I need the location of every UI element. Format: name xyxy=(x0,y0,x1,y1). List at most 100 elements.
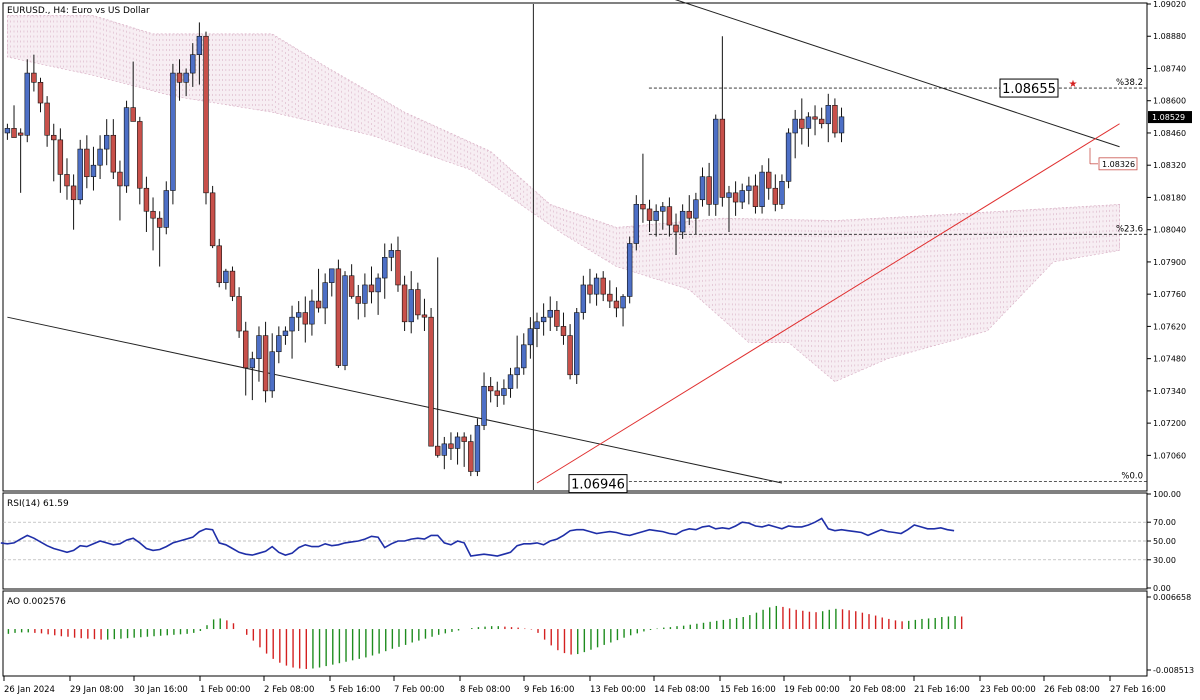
candle-body xyxy=(534,321,540,330)
candle-body xyxy=(4,128,11,134)
candle-body xyxy=(521,344,527,369)
low-label-box xyxy=(568,474,628,494)
candle-body xyxy=(322,282,328,309)
candle-body xyxy=(84,148,90,178)
candle-body xyxy=(190,54,196,74)
y-tick-label: 1.08180 xyxy=(1153,193,1186,202)
candle-body xyxy=(487,385,494,392)
x-tick-label: 2 Feb 08:00 xyxy=(264,685,314,695)
candle-body xyxy=(163,190,169,228)
candle-body xyxy=(799,118,805,129)
y-tick-label: 1.07340 xyxy=(1153,387,1186,396)
candle-body xyxy=(302,312,308,325)
y-tick-label: 1.08880 xyxy=(1153,32,1186,41)
y-tick-label: 1.08740 xyxy=(1153,64,1186,73)
rsi-tick-label: 70.00 xyxy=(1153,518,1176,527)
candle-body xyxy=(368,284,375,293)
candle-body xyxy=(17,132,24,136)
candle-body xyxy=(335,268,342,366)
candle-body xyxy=(143,187,150,212)
candle-body xyxy=(666,206,673,226)
x-tick-label: 23 Feb 00:00 xyxy=(980,685,1036,695)
current-price-tag xyxy=(1148,111,1192,124)
candle-body xyxy=(746,185,752,191)
candle-body xyxy=(474,425,481,472)
candle-body xyxy=(759,171,765,207)
candle-body xyxy=(514,367,520,376)
candle-body xyxy=(243,330,249,369)
rsi-title: RSI(14) 61.59 xyxy=(7,499,69,509)
candle-body xyxy=(540,316,547,323)
candle-body xyxy=(415,289,421,316)
candle-body xyxy=(567,335,573,376)
rsi-line xyxy=(0,517,955,557)
x-tick-label: 20 Feb 08:00 xyxy=(850,685,906,695)
candle-body xyxy=(574,312,580,376)
candle-body xyxy=(587,284,593,295)
fib-level-label: %0.0 xyxy=(1121,472,1143,482)
candle-body xyxy=(196,35,203,55)
ao-tick-label: -0.008513 xyxy=(1153,666,1194,675)
candle-body xyxy=(329,268,335,283)
candle-body xyxy=(382,257,388,279)
candle-body xyxy=(812,116,818,120)
candle-body xyxy=(309,300,315,325)
candle-body xyxy=(295,312,302,318)
ao-panel-frame xyxy=(2,590,1148,677)
candle-body xyxy=(593,277,600,295)
candle-body xyxy=(236,296,242,332)
candle-body xyxy=(51,134,57,141)
x-tick-label: 19 Feb 00:00 xyxy=(784,685,840,695)
candle-body xyxy=(176,72,183,83)
candle-body xyxy=(362,284,368,304)
candle-body xyxy=(342,275,348,366)
x-tick-label: 26 Jan 2024 xyxy=(4,685,55,695)
y-tick-label: 1.08040 xyxy=(1153,226,1186,235)
candle-body xyxy=(607,293,613,302)
rsi-tick-label: 30.00 xyxy=(1153,556,1176,565)
current-price-label: 1.08529 xyxy=(1152,113,1185,122)
x-tick-label: 14 Feb 08:00 xyxy=(654,685,710,695)
y-tick-label: 1.08600 xyxy=(1153,97,1186,106)
candle-body xyxy=(494,390,500,396)
candle-body xyxy=(779,181,785,205)
candle-body xyxy=(653,210,659,221)
candle-body xyxy=(686,210,692,219)
candle-body xyxy=(679,210,686,233)
candle-body xyxy=(838,116,845,134)
candle-body xyxy=(507,374,514,389)
candle-body xyxy=(481,385,487,426)
x-tick-label: 5 Feb 16:00 xyxy=(330,685,380,695)
candle-body xyxy=(626,243,633,297)
x-tick-label: 8 Feb 08:00 xyxy=(460,685,510,695)
fib-level-label: %23.6 xyxy=(1116,224,1143,234)
x-tick-label: 26 Feb 08:00 xyxy=(1044,685,1100,695)
candle-body xyxy=(348,275,355,297)
upper-channel-line xyxy=(674,0,1120,148)
candle-body xyxy=(137,121,143,189)
candle-body xyxy=(560,326,567,336)
candle-body xyxy=(256,335,262,359)
candle-body xyxy=(216,245,222,283)
candle-body xyxy=(660,206,666,212)
y-tick-label: 1.07760 xyxy=(1153,290,1186,299)
candle-body xyxy=(441,443,448,456)
candle-body xyxy=(785,132,792,182)
candle-body xyxy=(719,118,726,198)
candle-body xyxy=(90,164,97,178)
candle-body xyxy=(170,72,176,191)
candle-body xyxy=(739,190,745,203)
candle-body xyxy=(276,335,282,353)
candle-body xyxy=(355,296,361,304)
x-tick-label: 7 Feb 00:00 xyxy=(394,685,444,695)
y-tick-label: 1.07620 xyxy=(1153,322,1186,331)
high-arrow-icon: ★ xyxy=(1069,79,1078,90)
candle-body xyxy=(640,204,646,210)
high-label-box xyxy=(999,78,1059,98)
candle-body xyxy=(448,443,454,449)
x-tick-label: 1 Feb 00:00 xyxy=(200,685,250,695)
y-tick-label: 1.08320 xyxy=(1153,161,1186,170)
x-tick-label: 15 Feb 16:00 xyxy=(720,685,776,695)
x-tick-label: 27 Feb 16:00 xyxy=(1110,685,1166,695)
